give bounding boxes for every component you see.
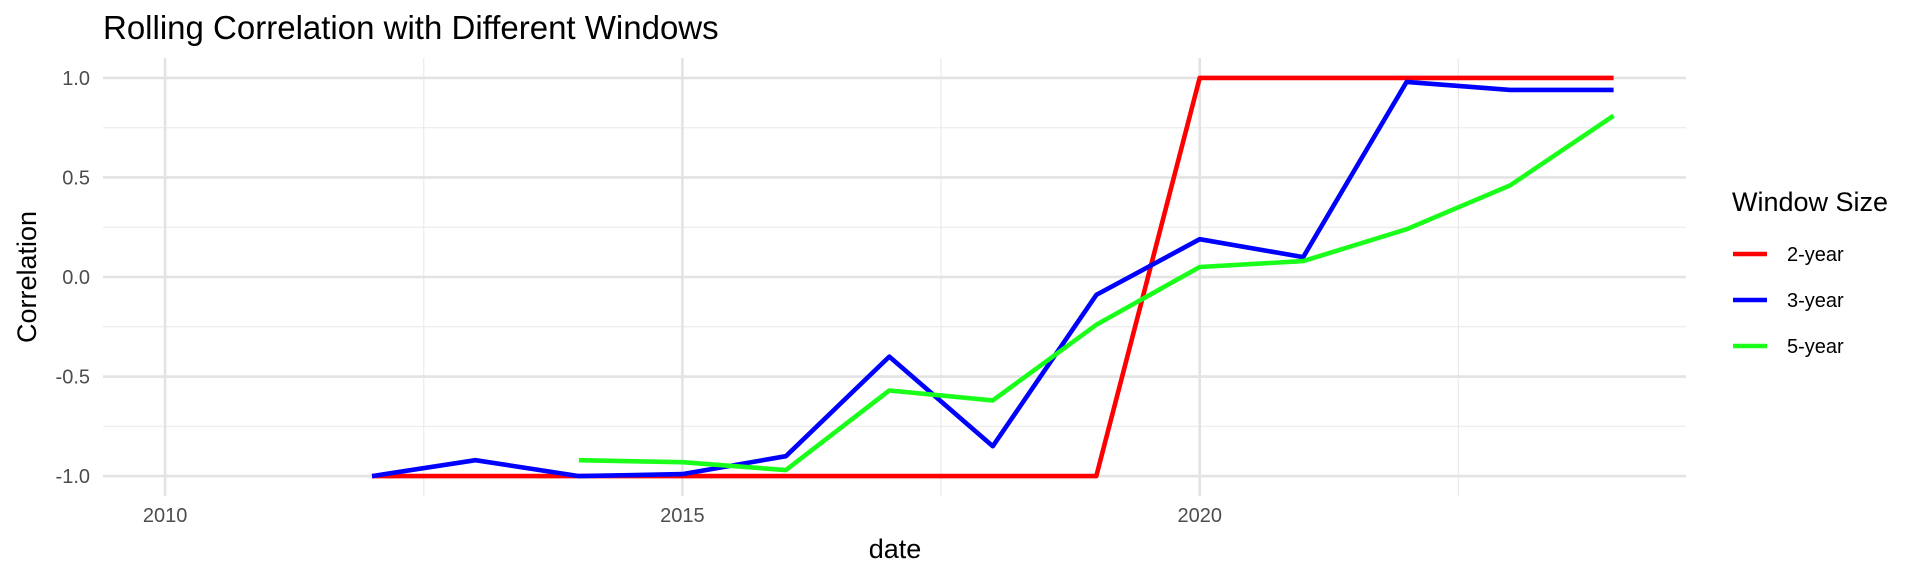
y-axis-ticks: -1.0 -0.5 0.0 0.5 1.0 <box>56 68 90 488</box>
legend-items: 2-year 3-year 5-year <box>1733 244 1844 358</box>
series-lines <box>371 75 1615 479</box>
x-tick-label: 2020 <box>1177 505 1222 527</box>
x-tick-label: 2015 <box>660 505 705 527</box>
legend-title: Window Size <box>1732 187 1888 217</box>
chart-title: Rolling Correlation with Different Windo… <box>103 9 719 46</box>
legend-label-5-year: 5-year <box>1787 336 1844 358</box>
y-tick-label: 0.5 <box>62 167 90 189</box>
series-line-5-year <box>578 113 1615 473</box>
y-tick-label: -1.0 <box>56 466 90 488</box>
grid-major <box>103 58 1686 496</box>
legend-label-2-year: 2-year <box>1787 244 1844 266</box>
y-tick-label: -0.5 <box>56 367 90 389</box>
legend-label-3-year: 3-year <box>1787 290 1844 312</box>
x-axis-title: date <box>869 534 922 564</box>
y-axis-title: Correlation <box>12 211 42 343</box>
series-line-3-year <box>371 79 1614 479</box>
x-axis-ticks: 2010 2015 2020 <box>143 505 1222 527</box>
y-tick-label: 1.0 <box>62 68 90 90</box>
y-tick-label: 0.0 <box>62 267 90 289</box>
legend: Window Size 2-year 3-year 5-year <box>1732 187 1888 358</box>
x-tick-label: 2010 <box>143 505 188 527</box>
